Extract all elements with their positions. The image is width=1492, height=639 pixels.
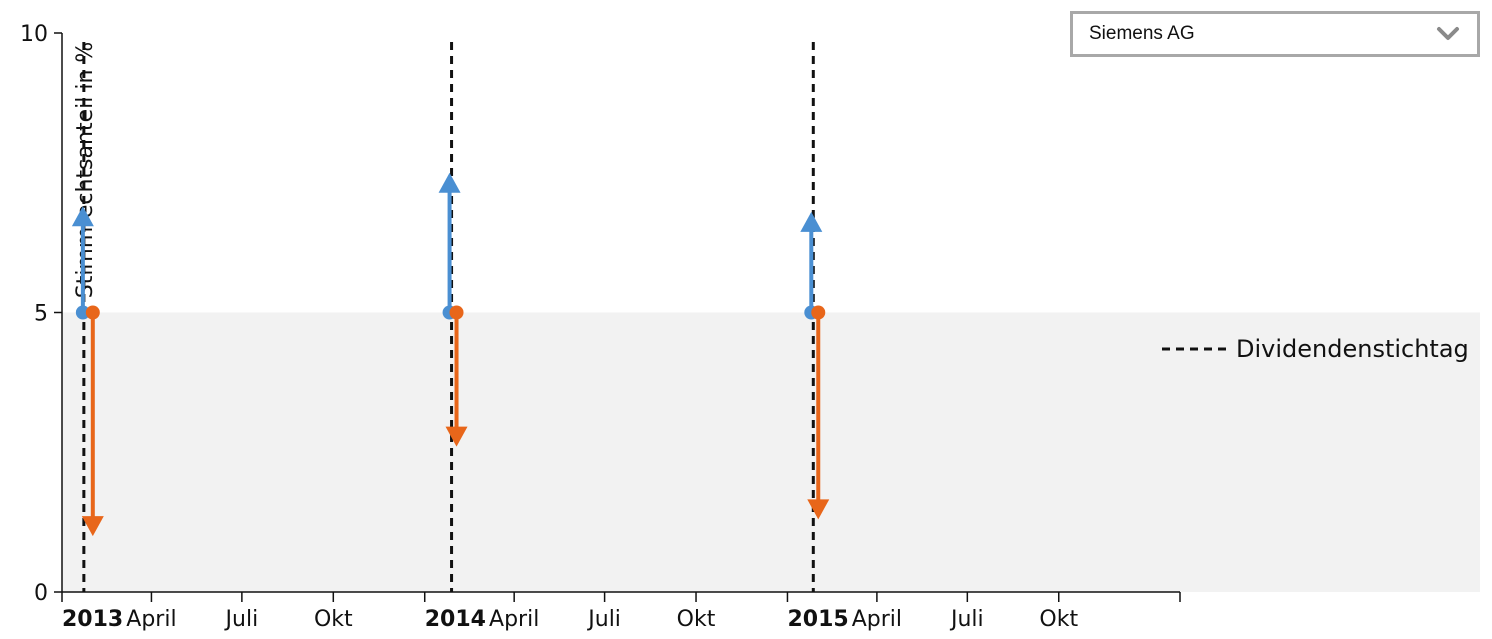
- change-start-point: [85, 305, 100, 320]
- x-tick-label: 2015: [787, 607, 848, 632]
- chevron-down-icon: [1437, 27, 1459, 40]
- series-group: [71, 172, 830, 537]
- change-arrow-head: [807, 499, 830, 520]
- x-axis: 2013 April Juli Okt 2014 April Juli Okt 2015 Apri…: [61, 591, 1181, 632]
- y-tick-label: 0: [34, 581, 48, 606]
- series-down: [81, 305, 830, 537]
- company-select-value: Siemens AG: [1089, 23, 1195, 44]
- y-axis-title: Stimmrechtsanteil in %: [73, 42, 98, 299]
- y-tick-label: 5: [34, 302, 48, 327]
- change-start-point: [811, 305, 826, 320]
- x-tick-label: 2013: [62, 607, 123, 632]
- series-up: [71, 172, 823, 320]
- x-tick-label: April: [852, 607, 902, 632]
- y-tick-label: 10: [20, 22, 48, 47]
- x-tick-label: Juli: [949, 607, 984, 632]
- x-tick-label: April: [126, 607, 176, 632]
- change-arrow-head: [800, 211, 823, 232]
- legend-label: Dividendenstichtag: [1236, 335, 1469, 363]
- change-arrow-head: [71, 206, 94, 227]
- x-tick-label: 2014: [425, 607, 486, 632]
- x-tick-label: Okt: [677, 607, 716, 632]
- x-tick-label: Okt: [314, 607, 353, 632]
- legend: Dividendenstichtag: [1162, 335, 1469, 363]
- change-arrow-head: [81, 516, 104, 537]
- change-arrow-head: [445, 426, 468, 447]
- threshold-band: [62, 312, 1480, 592]
- x-tick-label: Juli: [586, 607, 621, 632]
- company-select[interactable]: Siemens AG: [1070, 11, 1480, 57]
- change-arrow-head: [438, 172, 461, 193]
- change-start-point: [75, 305, 90, 320]
- change-start-point: [449, 305, 464, 320]
- x-tick-label: Okt: [1039, 607, 1078, 632]
- x-tick-label: April: [489, 607, 539, 632]
- y-axis: 0 5 10: [20, 22, 63, 606]
- x-tick-label: Juli: [224, 607, 259, 632]
- dividend-date-lines: [82, 42, 815, 592]
